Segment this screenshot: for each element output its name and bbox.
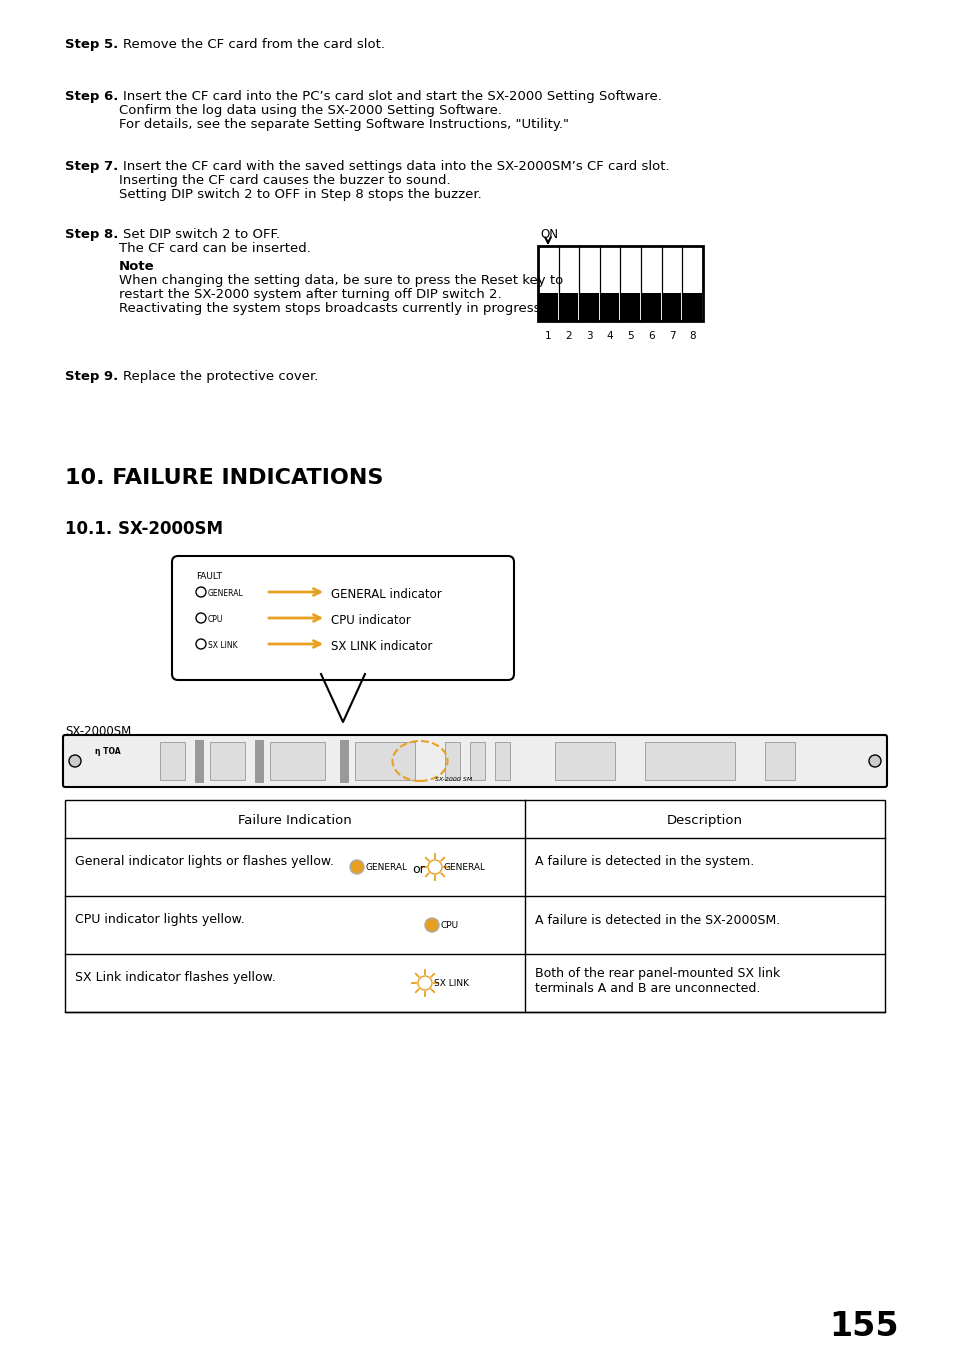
FancyBboxPatch shape [172,556,514,680]
Text: A failure is detected in the system.: A failure is detected in the system. [535,856,754,868]
Text: SX-2000 SM: SX-2000 SM [435,778,472,782]
FancyBboxPatch shape [63,734,886,787]
Text: terminals A and B are unconnected.: terminals A and B are unconnected. [535,981,760,995]
Circle shape [417,976,432,990]
Text: General indicator lights or flashes yellow.: General indicator lights or flashes yell… [75,856,334,868]
Text: Step 9.: Step 9. [65,370,118,383]
Text: SX LINK indicator: SX LINK indicator [331,640,432,653]
Text: Insert the CF card into the PC’s card slot and start the SX-2000 Setting Softwar: Insert the CF card into the PC’s card sl… [123,90,661,103]
Text: SX Link indicator flashes yellow.: SX Link indicator flashes yellow. [75,972,275,984]
Bar [764,743,794,780]
Text: The CF card can be inserted.: The CF card can be inserted. [119,242,311,255]
Text: 4: 4 [606,331,613,342]
Bar [644,743,734,780]
Text: 155: 155 [828,1310,898,1343]
Bar [538,293,558,321]
Bar [555,743,615,780]
Bar [662,293,680,321]
Text: Setting DIP switch 2 to OFF in Step 8 stops the buzzer.: Setting DIP switch 2 to OFF in Step 8 st… [119,188,481,201]
Circle shape [195,639,206,649]
Text: 3: 3 [586,331,592,342]
Text: When changing the setting data, be sure to press the Reset key to: When changing the setting data, be sure … [119,274,562,288]
Bar [600,293,618,321]
Text: GENERAL indicator: GENERAL indicator [331,589,441,601]
Bar [620,293,639,321]
Text: GENERAL: GENERAL [208,589,244,598]
Text: Reactivating the system stops broadcasts currently in progress.: Reactivating the system stops broadcasts… [119,302,544,315]
Text: GENERAL: GENERAL [366,863,408,872]
Bar [444,743,459,780]
Text: 7: 7 [668,331,675,342]
Text: CPU indicator lights yellow.: CPU indicator lights yellow. [75,914,245,926]
Bar [537,246,702,321]
Circle shape [195,613,206,622]
Bar [210,743,245,780]
Text: Failure Indication: Failure Indication [238,814,352,828]
Text: Step 7.: Step 7. [65,161,118,173]
Text: Replace the protective cover.: Replace the protective cover. [123,370,318,383]
Text: CPU: CPU [440,921,458,930]
Text: Confirm the log data using the SX-2000 Setting Software.: Confirm the log data using the SX-2000 S… [119,104,501,117]
Bar [579,293,598,321]
Text: 8: 8 [689,331,696,342]
Bar [254,740,263,782]
Circle shape [428,860,441,873]
Text: Both of the rear panel-mounted SX link: Both of the rear panel-mounted SX link [535,968,780,980]
Text: 1: 1 [544,331,551,342]
Text: SX-2000SM: SX-2000SM [65,725,132,738]
Bar [559,293,578,321]
Text: CPU indicator: CPU indicator [331,614,411,626]
Bar [160,743,185,780]
Text: Step 5.: Step 5. [65,38,118,51]
Text: Note: Note [119,261,154,273]
Text: Description: Description [666,814,742,828]
Text: 10. FAILURE INDICATIONS: 10. FAILURE INDICATIONS [65,468,383,487]
Text: Step 8.: Step 8. [65,228,118,242]
Text: or: or [412,863,424,876]
Bar [641,293,660,321]
Text: CPU: CPU [208,616,223,624]
Text: Inserting the CF card causes the buzzer to sound.: Inserting the CF card causes the buzzer … [119,174,450,188]
Bar [470,743,484,780]
Text: A failure is detected in the SX-2000SM.: A failure is detected in the SX-2000SM. [535,914,780,926]
Text: Remove the CF card from the card slot.: Remove the CF card from the card slot. [123,38,385,51]
Bar [270,743,325,780]
Text: Set DIP switch 2 to OFF.: Set DIP switch 2 to OFF. [123,228,280,242]
Text: SX LINK: SX LINK [208,641,237,649]
Text: 6: 6 [647,331,654,342]
Circle shape [868,755,880,767]
Circle shape [195,587,206,597]
Text: SX LINK: SX LINK [434,979,469,988]
Text: 10.1. SX-2000SM: 10.1. SX-2000SM [65,520,223,539]
Text: Step 6.: Step 6. [65,90,118,103]
Bar [495,743,510,780]
Circle shape [350,860,364,873]
Text: ON: ON [539,228,558,242]
Bar [339,740,348,782]
Text: η TOA: η TOA [95,747,120,756]
Bar [355,743,415,780]
Text: GENERAL: GENERAL [443,863,485,872]
Text: For details, see the separate Setting Software Instructions, "Utility.": For details, see the separate Setting So… [119,117,568,131]
Text: 2: 2 [565,331,572,342]
Circle shape [69,755,81,767]
Text: 5: 5 [627,331,634,342]
Circle shape [424,918,438,932]
Text: Insert the CF card with the saved settings data into the SX-2000SM’s CF card slo: Insert the CF card with the saved settin… [123,161,669,173]
Text: restart the SX-2000 system after turning off DIP switch 2.: restart the SX-2000 system after turning… [119,288,501,301]
Bar [65,801,884,1012]
Bar [682,293,701,321]
Bar [194,740,203,782]
Text: FAULT: FAULT [195,572,222,580]
